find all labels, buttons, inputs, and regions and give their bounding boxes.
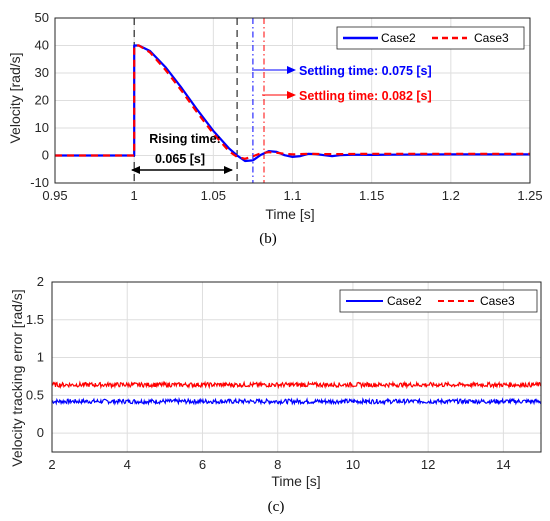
rising-time-annotation: Rising time: 0.065 [s] <box>131 132 233 174</box>
tracking-error-x-tick-label: 4 <box>124 457 131 472</box>
tracking-error-plot-frame <box>51 281 542 453</box>
velocity-y-tick-label: -10 <box>30 175 49 190</box>
tracking-error-x-axis-label: Time [s] <box>271 473 320 489</box>
velocity-x-axis-label: Time [s] <box>265 206 314 222</box>
settling-time-case2-annotation: Settling time: 0.075 [s] <box>252 64 432 78</box>
velocity-y-tick-label: 20 <box>35 93 49 108</box>
velocity-x-tick-label: 0.95 <box>42 188 67 203</box>
tracking-error-series-case2 <box>51 396 542 406</box>
panel-label-c: (c) <box>268 499 285 515</box>
velocity-legend-case2-label: Case2 <box>381 31 416 45</box>
settling-time-case3-label: Settling time: 0.082 [s] <box>299 89 432 103</box>
settling-time-case3-annotation: Settling time: 0.082 [s] <box>262 89 432 103</box>
tracking-error-legend-case2-label: Case2 <box>387 294 422 308</box>
velocity-x-tick-label: 1.2 <box>442 188 460 203</box>
settling-case3-arrow-head <box>287 91 296 99</box>
tracking-error-y-tick-label: 2 <box>37 274 44 289</box>
velocity-y-tick-label: 0 <box>42 148 49 163</box>
rising-time-arrow-right-head <box>224 166 233 174</box>
velocity-legend: Case2 Case3 <box>336 26 525 50</box>
velocity-legend-box <box>336 26 525 50</box>
velocity-x-tick-label: 1.15 <box>359 188 384 203</box>
tracking-error-series <box>51 380 542 406</box>
rising-time-title: Rising time: <box>149 132 221 146</box>
velocity-y-tick-label: 40 <box>35 38 49 53</box>
tracking-error-x-tick-label: 2 <box>48 457 55 472</box>
tracking-error-y-tick-label: 1 <box>37 350 44 365</box>
velocity-chart: 0.95 1 1.05 1.1 1.15 1.2 1.25 -10 0 10 20 30 40 50 R… <box>7 10 543 247</box>
tracking-error-series-case3 <box>51 380 542 390</box>
tracking-error-grid <box>51 281 541 452</box>
velocity-y-ticks: -10 0 10 20 30 40 50 <box>30 10 49 190</box>
tracking-error-x-tick-label: 6 <box>199 457 206 472</box>
velocity-series <box>55 44 530 163</box>
velocity-series-case3 <box>55 44 530 160</box>
velocity-y-tick-label: 10 <box>35 120 49 135</box>
tracking-error-y-tick-label: 1.5 <box>26 312 44 327</box>
tracking-error-x-tick-label: 12 <box>421 457 435 472</box>
tracking-error-y-ticks: 0 0.5 1 1.5 2 <box>26 274 44 440</box>
tracking-error-x-tick-label: 14 <box>496 457 510 472</box>
tracking-error-y-tick-label: 0 <box>37 425 44 440</box>
tracking-error-legend-case3-label: Case3 <box>480 294 515 308</box>
tracking-error-legend: Case2 Case3 <box>339 289 538 313</box>
velocity-y-tick-label: 30 <box>35 65 49 80</box>
velocity-x-tick-label: 1.25 <box>517 188 542 203</box>
tracking-error-x-ticks: 2 4 6 8 10 12 14 <box>48 457 510 472</box>
velocity-y-tick-label: 50 <box>35 10 49 25</box>
velocity-x-ticks: 0.95 1 1.05 1.1 1.15 1.2 1.25 <box>42 188 542 203</box>
tracking-error-chart: 2 4 6 8 10 12 14 0 0.5 1 1.5 2 Case2 Case3 Velocit… <box>9 274 542 515</box>
panel-label-b: (b) <box>259 231 277 247</box>
velocity-x-tick-label: 1.05 <box>201 188 226 203</box>
rising-time-arrow-left-head <box>131 166 140 174</box>
tracking-error-y-tick-label: 0.5 <box>26 387 44 402</box>
velocity-y-axis-label: Velocity [rad/s] <box>7 52 23 143</box>
velocity-x-tick-label: 1.1 <box>283 188 301 203</box>
settling-time-case2-label: Settling time: 0.075 [s] <box>299 64 432 78</box>
rising-time-value: 0.065 [s] <box>155 152 205 166</box>
tracking-error-x-tick-label: 8 <box>274 457 281 472</box>
velocity-legend-case3-label: Case3 <box>474 31 509 45</box>
settling-case2-arrow-head <box>287 66 296 74</box>
tracking-error-x-tick-label: 10 <box>346 457 360 472</box>
velocity-x-tick-label: 1 <box>131 188 138 203</box>
velocity-plot-frame <box>54 17 531 184</box>
tracking-error-y-axis-label: Velocity tracking error [rad/s] <box>9 289 25 466</box>
